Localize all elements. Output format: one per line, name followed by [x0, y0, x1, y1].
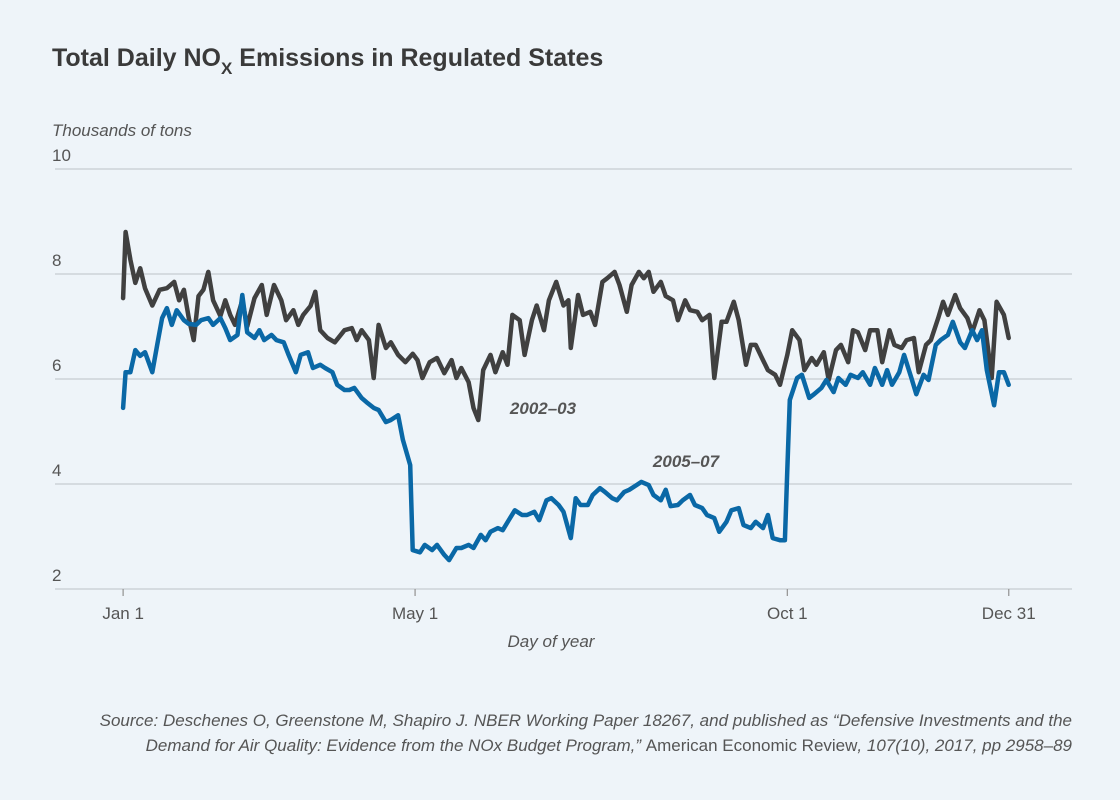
source-line: Demand for Air Quality: Evidence from th… — [146, 736, 1073, 755]
title-part: Emissions in Regulated States — [232, 44, 603, 72]
y-tick-label: 6 — [52, 356, 61, 375]
title-subscript: X — [221, 59, 233, 78]
series-label: 2005–07 — [652, 452, 721, 471]
series-line — [120, 292, 1011, 563]
y-axis-label: Thousands of tons — [52, 121, 192, 140]
x-tick-label: Jan 1 — [102, 604, 144, 623]
x-axis-label: Day of year — [508, 632, 596, 651]
source-line: Source: Deschenes O, Greenstone M, Shapi… — [100, 711, 1072, 730]
source-text: Demand for Air Quality: Evidence from th… — [146, 736, 646, 755]
series-line — [120, 229, 1011, 423]
source-text: , 107(10), 2017, pp 2958–89 — [857, 736, 1072, 755]
source-text: American Economic Review — [646, 736, 858, 755]
source-text: Source: Deschenes O, Greenstone M, Shapi… — [100, 711, 1072, 730]
chart-title: Total Daily NOX Emissions in Regulated S… — [52, 44, 603, 78]
y-tick-label: 4 — [52, 461, 61, 480]
y-tick-label: 10 — [52, 146, 71, 165]
title-part: Total Daily NO — [52, 44, 221, 72]
series-label: 2002–03 — [509, 399, 577, 418]
y-tick-label: 8 — [52, 251, 61, 270]
x-tick-label: Oct 1 — [767, 604, 808, 623]
x-tick-label: Dec 31 — [982, 604, 1036, 623]
y-tick-label: 2 — [52, 566, 61, 585]
x-tick-label: May 1 — [392, 604, 438, 623]
